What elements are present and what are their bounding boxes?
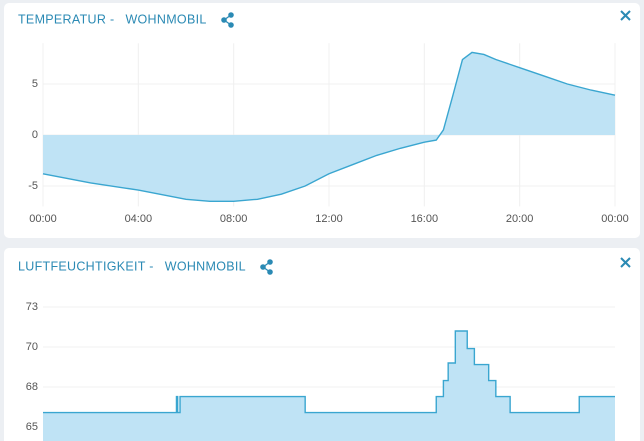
chart-subtitle: WOHNMOBIL: [125, 12, 206, 26]
y-tick-label: 70: [26, 341, 38, 353]
line: [43, 330, 615, 414]
chart-subtitle: WOHNMOBIL: [165, 259, 246, 273]
x-tick-label: 12:00: [315, 213, 343, 225]
y-tick-label: 5: [32, 78, 38, 90]
x-tick-label: 00:00: [601, 213, 629, 225]
x-tick-label: 20:00: [506, 213, 534, 225]
area: [43, 52, 615, 202]
y-tick-label: -5: [28, 180, 38, 192]
y-tick-label: 65: [26, 421, 38, 433]
close-button[interactable]: [620, 10, 631, 21]
chart-title: TEMPERATUR -: [18, 12, 114, 26]
y-tick-label: 68: [26, 381, 38, 393]
y-tick-label: 73: [26, 301, 38, 313]
area: [43, 331, 615, 441]
line: [42, 51, 616, 202]
x-tick-label: 04:00: [125, 213, 153, 225]
close-button[interactable]: [620, 257, 631, 268]
x-tick-label: 16:00: [411, 213, 439, 225]
y-tick-label: 0: [32, 129, 38, 141]
share-icon[interactable]: [260, 259, 273, 275]
chart-title: LUFTFEUCHTIGKEIT -: [18, 259, 154, 273]
share-icon[interactable]: [221, 12, 234, 28]
x-tick-label: 08:00: [220, 213, 248, 225]
x-tick-label: 00:00: [29, 213, 57, 225]
